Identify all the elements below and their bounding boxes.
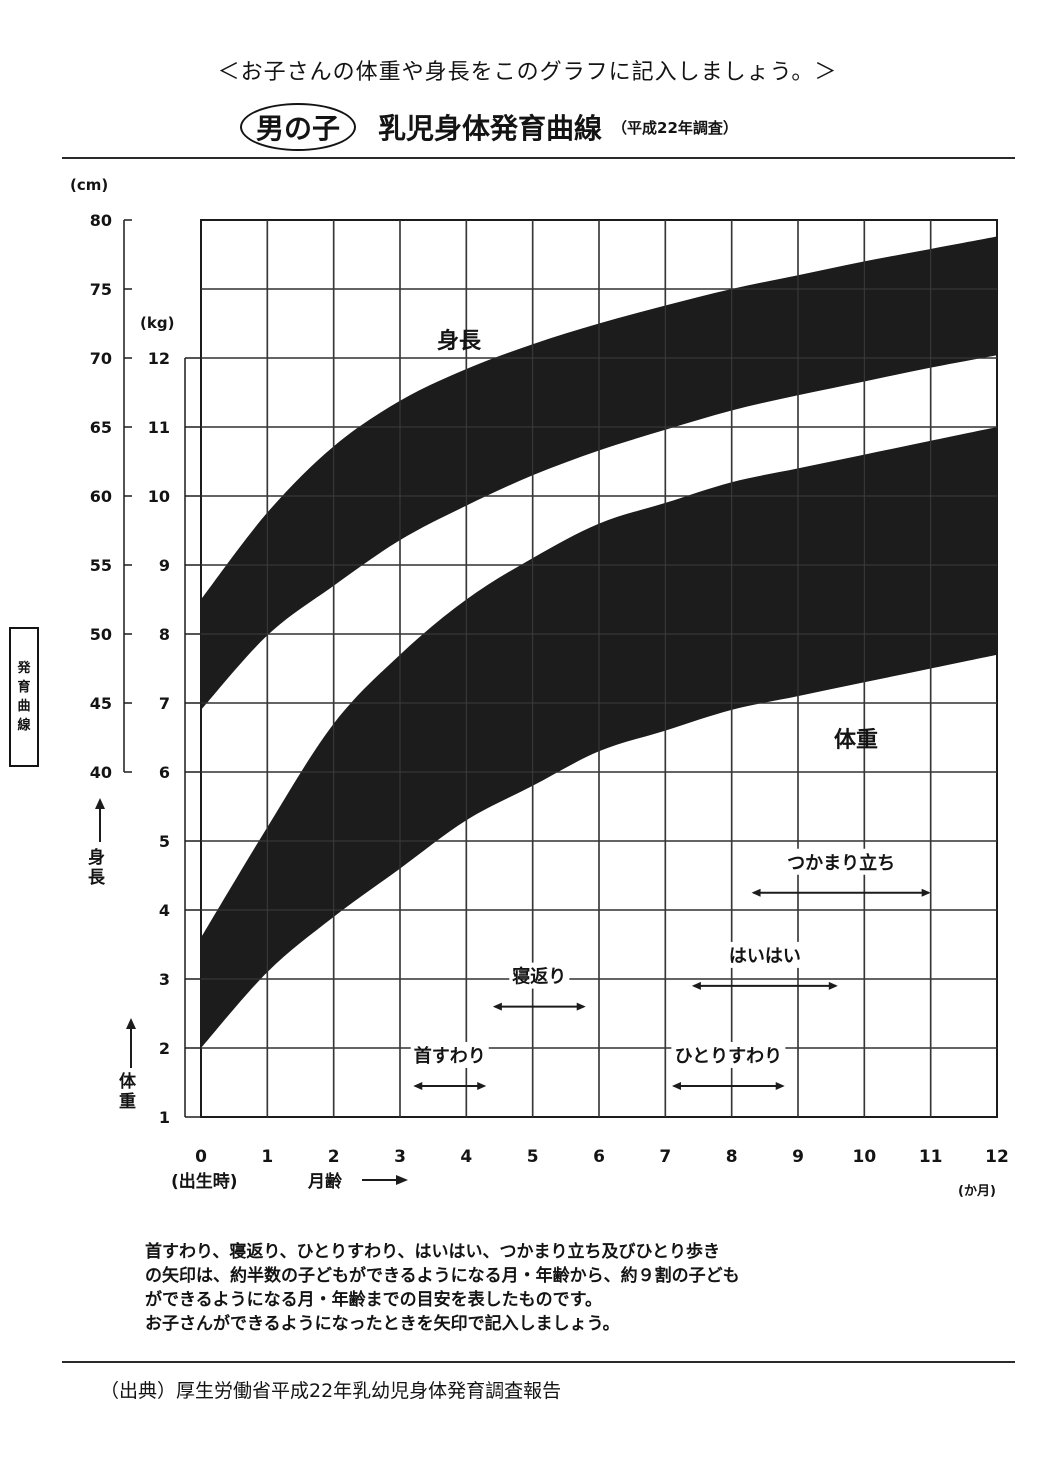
month-tick-label: 1: [261, 1147, 273, 1167]
milestone-footnote: 首すわり、寝返り、ひとりすわり、はいはい、つかまり立ち及びひとり歩き の矢印は、…: [145, 1240, 975, 1336]
cm-tick-label: 55: [90, 556, 112, 575]
side-box-char: 育: [17, 680, 31, 695]
cm-tick-label: 45: [90, 694, 112, 713]
month-tick-label: 5: [527, 1147, 539, 1167]
cm-tick-label: 80: [90, 211, 112, 230]
side-box-char: 線: [17, 718, 31, 733]
age-axis-label: 月齢: [307, 1171, 343, 1192]
milestone-label: 寝返り: [512, 966, 566, 988]
height-series-label: 身長: [437, 328, 482, 354]
milestone-arrowhead-left: [492, 1002, 502, 1011]
milestone-label: ひとりすわり: [675, 1046, 782, 1067]
milestone-arrowhead-right: [775, 1081, 785, 1090]
milestone-label-background: [671, 1041, 786, 1068]
month-tick-label: 8: [726, 1147, 738, 1167]
milestone-arrowhead-right: [828, 981, 838, 990]
bottom-divider: [62, 1361, 1015, 1363]
month-tick-label: 3: [394, 1147, 406, 1167]
top-divider: [62, 157, 1015, 159]
milestone-arrow: はいはい: [691, 941, 838, 990]
kg-tick-label: 11: [148, 418, 170, 437]
kg-tick-label: 1: [159, 1108, 170, 1127]
cm-tick-label: 40: [90, 763, 112, 782]
weight-axis-label-char: 重: [119, 1092, 136, 1112]
weight-axis-label: 体 重: [119, 1072, 136, 1112]
side-box-char: 曲: [17, 699, 31, 714]
kg-tick-label: 4: [159, 901, 170, 920]
cm-tick-label: 50: [90, 625, 112, 644]
milestone-arrowhead-left: [413, 1081, 423, 1090]
milestone-label: 首すわり: [414, 1045, 486, 1067]
milestone-arrowhead-right: [921, 888, 931, 897]
month-tick-label: 0: [195, 1147, 207, 1167]
cm-tick-label: 75: [90, 280, 112, 299]
milestone-label: つかまり立ち: [787, 852, 895, 874]
milestone-label-background: [509, 962, 570, 989]
cm-tick-label: 60: [90, 487, 112, 506]
milestone-label-background: [784, 848, 899, 875]
milestone-arrow: つかまり立ち: [751, 848, 931, 897]
footnote-line: お子さんができるようになったときを矢印で記入しましょう。: [145, 1314, 620, 1334]
source-citation: （出典）厚生労働省平成22年乳幼児身体発育調査報告: [100, 1380, 562, 1402]
milestone-arrow: ひとりすわり: [671, 1041, 786, 1090]
cm-unit-label: (cm): [70, 176, 108, 194]
footnote-line: 首すわり、寝返り、ひとりすわり、はいはい、つかまり立ち及びひとり歩き: [145, 1242, 720, 1262]
chart-title: 乳児身体発育曲線: [378, 112, 603, 145]
footnote-line: ができるようになる月・年齢までの目安を表したものです。: [145, 1290, 602, 1310]
kg-tick-label: 2: [159, 1039, 170, 1058]
milestone-arrowhead-left: [751, 888, 761, 897]
month-tick-label: 7: [659, 1147, 671, 1167]
percentile-bands: [201, 220, 997, 1117]
month-tick-label: 10: [852, 1147, 876, 1167]
month-tick-label: 2: [328, 1147, 340, 1167]
kg-tick-label: 8: [159, 625, 170, 644]
chart-labels: (cm) (kg) (か月) (出生時) 月齢 身長 体重: [70, 176, 996, 1199]
kg-unit-label: (kg): [140, 314, 174, 332]
side-box-char: 発: [17, 661, 31, 676]
month-unit-label: (か月): [958, 1184, 996, 1199]
kg-tick-label: 3: [159, 970, 170, 989]
cm-tick-label: 70: [90, 349, 112, 368]
title-row: 男の子 乳児身体発育曲線 （平成22年調査）: [240, 103, 738, 151]
milestone-arrow: 首すわり: [410, 1041, 489, 1090]
age-axis-arrowhead: [396, 1175, 408, 1185]
month-tick-label: 4: [460, 1147, 472, 1167]
footnote-line: の矢印は、約半数の子どもができるようになる月・年齢から、約９割の子ども: [145, 1266, 740, 1286]
instruction-text: ＜お子さんの体重や身長をこのグラフに記入しましょう。＞: [217, 60, 838, 85]
milestone-arrow: 寝返り: [492, 962, 586, 1011]
milestone-label-background: [410, 1041, 489, 1068]
survey-note: （平成22年調査）: [612, 118, 738, 137]
month-tick-label: 6: [593, 1147, 605, 1167]
kg-tick-label: 5: [159, 832, 170, 851]
kg-tick-label: 12: [148, 349, 170, 368]
height-axis-arrowhead: [95, 798, 105, 809]
kg-tick-label: 6: [159, 763, 170, 782]
milestone-arrowhead-left: [671, 1081, 681, 1090]
boy-badge: 男の子: [240, 103, 357, 151]
growth-curve-side-box: 発 育 曲 線: [9, 627, 39, 767]
birth-label: (出生時): [171, 1171, 238, 1192]
month-tick-label: 12: [985, 1147, 1009, 1167]
weight-axis-arrowhead: [126, 1018, 136, 1029]
height-axis-label: 身 長: [88, 848, 105, 888]
milestone-label: はいはい: [729, 946, 801, 967]
kg-tick-label: 7: [159, 694, 170, 713]
cm-tick-label: 65: [90, 418, 112, 437]
milestone-arrowhead-left: [691, 981, 701, 990]
kg-tick-label: 10: [148, 487, 170, 506]
height-axis-label-char: 身: [88, 848, 105, 868]
weight-axis-label-char: 体: [119, 1072, 136, 1092]
kg-tick-label: 9: [159, 556, 170, 575]
milestone-arrowhead-right: [576, 1002, 586, 1011]
milestone-label-background: [725, 941, 804, 968]
weight-series-label: 体重: [834, 728, 878, 753]
height-axis-label-char: 長: [88, 868, 105, 888]
month-tick-label: 9: [792, 1147, 804, 1167]
milestone-arrowhead-right: [477, 1081, 487, 1090]
month-tick-label: 11: [919, 1147, 943, 1167]
